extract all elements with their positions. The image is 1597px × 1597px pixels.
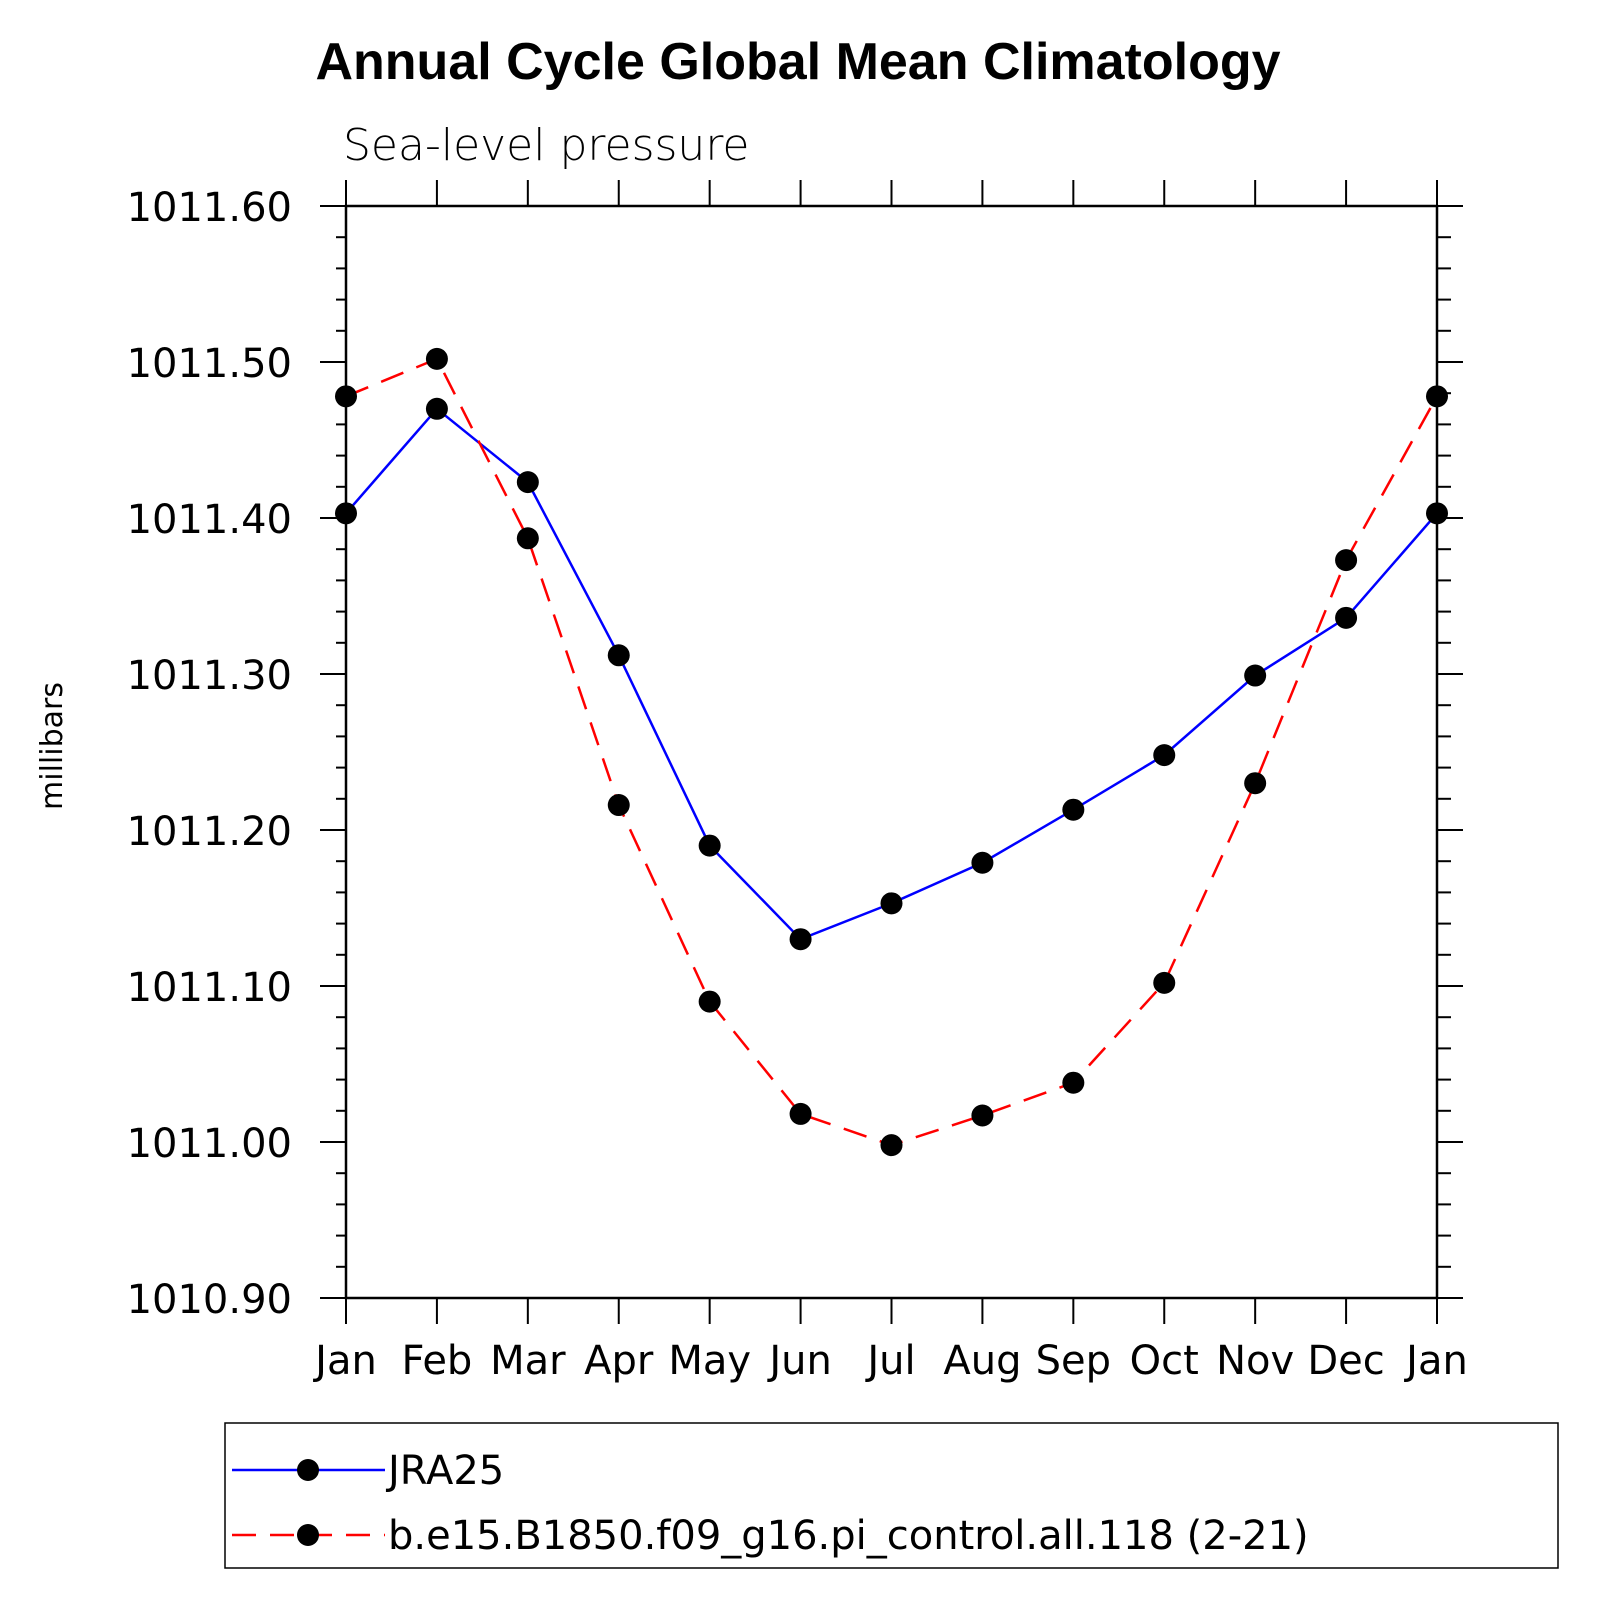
series-2-point (698, 990, 721, 1013)
chart-title: Annual Cycle Global Mean Climatology (315, 33, 1280, 91)
x-tick-label: Nov (1216, 1338, 1294, 1384)
x-tick-label: May (668, 1338, 751, 1384)
x-tick-label: Dec (1307, 1338, 1384, 1384)
series-2-point (335, 385, 357, 408)
series-2-point (789, 1102, 812, 1125)
legend-marker-2 (297, 1524, 319, 1546)
series-1-point (971, 851, 994, 874)
x-tick-label: Oct (1130, 1338, 1199, 1384)
series-2-point (1426, 385, 1448, 408)
series-2-point (1153, 971, 1176, 994)
x-tick-label: Jul (864, 1338, 915, 1384)
series-1-point (1153, 744, 1176, 767)
y-tick-label: 1011.40 (127, 497, 292, 543)
series-line-1 (345, 407, 1438, 941)
y-axis-ticks: 1010.90 1011.00 1011.10 1011.20 1011.30 1011.… (127, 185, 1463, 1323)
y-tick-label: 1011.30 (127, 653, 292, 699)
series-layer (335, 347, 1448, 1157)
series-1-point (516, 471, 539, 494)
series-1-point (1426, 502, 1448, 525)
series-2-point (425, 347, 448, 370)
series-1-point (1244, 664, 1267, 687)
series-1-point (607, 644, 630, 667)
x-tick-label: Feb (402, 1338, 473, 1384)
y-tick-label: 1011.10 (127, 965, 292, 1011)
series-1-point (1062, 798, 1085, 821)
legend-label-1: JRA25 (385, 1448, 504, 1494)
x-tick-label: Jun (766, 1338, 832, 1384)
x-axis-ticks: Jan Feb Mar Apr May Jun Jul Aug Sep Oct Nov Dec Jan (312, 180, 1468, 1384)
series-1-point (335, 502, 357, 525)
series-1-point (880, 892, 903, 915)
x-tick-label: Aug (943, 1338, 1021, 1384)
x-tick-label: Sep (1036, 1338, 1111, 1384)
y-axis-label: millibars (35, 682, 70, 810)
series-1-point (425, 397, 448, 420)
x-tick-label: Apr (584, 1338, 654, 1384)
series-2-point (1335, 549, 1358, 572)
series-2-point (607, 794, 630, 817)
series-2-point (1062, 1071, 1085, 1094)
series-2-point (880, 1134, 903, 1157)
y-tick-label: 1011.50 (127, 341, 292, 387)
series-2-point (1244, 772, 1267, 795)
legend-marker-1 (297, 1459, 319, 1481)
x-tick-label: Mar (490, 1338, 566, 1384)
y-tick-label: 1011.60 (127, 185, 292, 231)
series-1-point (789, 928, 812, 951)
series-line-2 (345, 357, 1439, 1147)
series-2-point (516, 527, 539, 550)
legend-label-2: b.e15.B1850.f09_g16.pi_control.all.118 (… (388, 1513, 1309, 1559)
x-tick-label: Jan (1403, 1338, 1468, 1384)
series-1-point (698, 834, 721, 857)
series-1-point (1335, 606, 1358, 629)
chart-subtitle: Sea-level pressure (343, 120, 750, 171)
legend-box (224, 1422, 1559, 1569)
x-tick-label: Jan (312, 1338, 377, 1384)
y-tick-label: 1010.90 (127, 1277, 292, 1323)
legend: JRA25 b.e15.B1850.f09_g16.pi_control.all.… (224, 1422, 1559, 1569)
series-2-point (971, 1104, 994, 1127)
y-tick-label: 1011.20 (127, 809, 292, 855)
y-tick-label: 1011.00 (127, 1121, 292, 1167)
